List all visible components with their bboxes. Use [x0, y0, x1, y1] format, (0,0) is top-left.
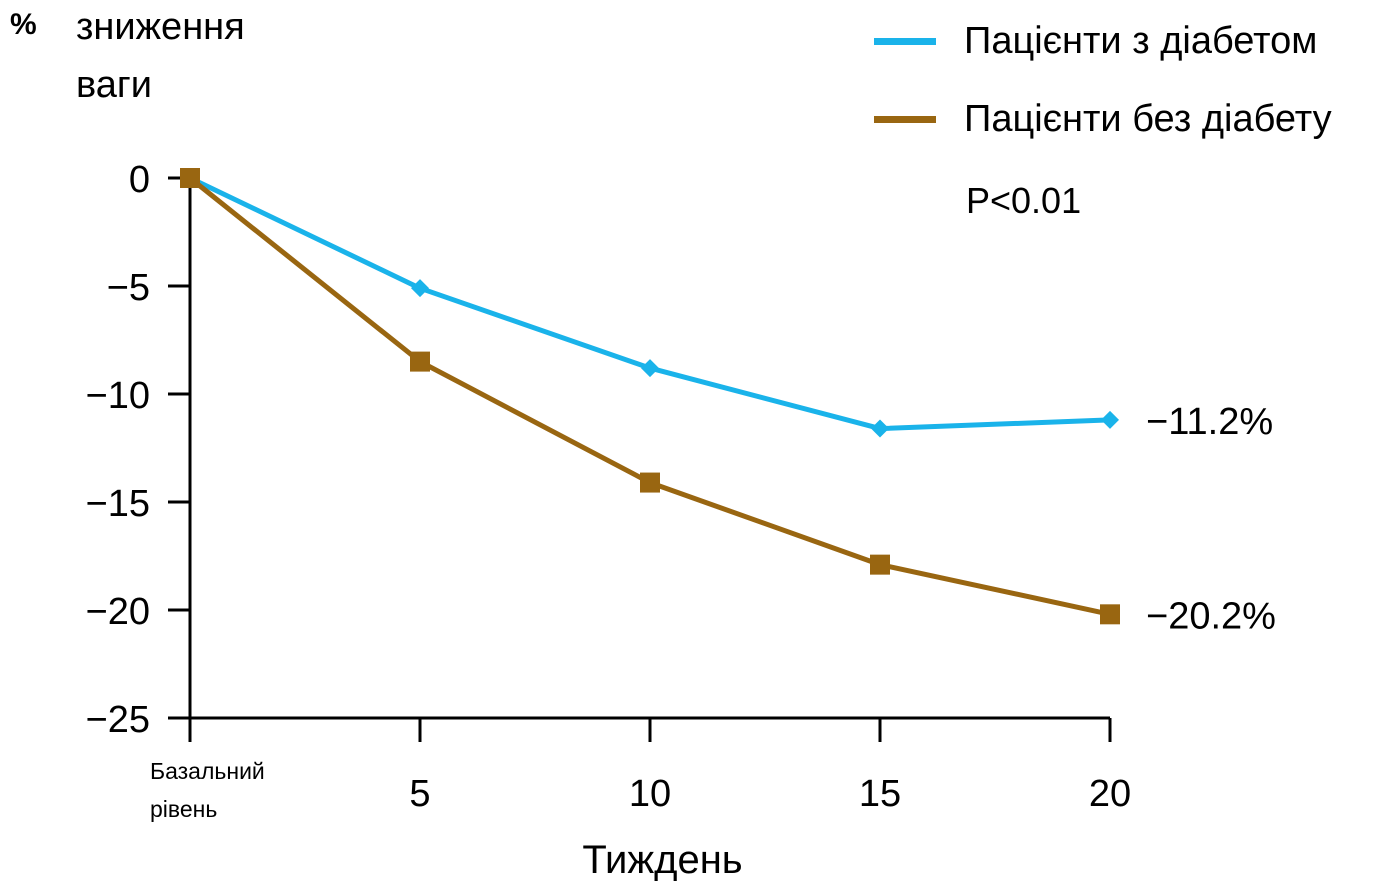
legend-swatch-diabetes [874, 38, 936, 45]
data-point-diamond [871, 419, 889, 438]
p-value-annotation: P<0.01 [966, 180, 1082, 221]
x-tick-label: 10 [629, 773, 671, 815]
data-point-square [410, 351, 430, 372]
y-axis-label-line1: зниження [76, 6, 245, 48]
data-point-square [640, 472, 660, 493]
data-point-square [180, 168, 200, 188]
end-value-label: −20.2% [1146, 595, 1276, 637]
x-tick-label: 20 [1089, 773, 1131, 815]
legend-item-diabetes: Пацієнти з діабетом [874, 20, 1317, 63]
legend-swatch-no-diabetes [874, 116, 936, 123]
legend-item-no-diabetes: Пацієнти без діабету [874, 98, 1332, 141]
x-tick-label-baseline-line1: Базальний [150, 758, 265, 784]
x-axis-title: Тиждень [582, 838, 743, 882]
data-point-square [870, 554, 890, 575]
y-axis-percent-symbol: % [10, 8, 37, 41]
end-value-label: −11.2% [1146, 401, 1273, 443]
x-tick-label: 15 [859, 773, 901, 815]
y-axis-label-line2: ваги [76, 64, 152, 106]
x-tick-label: 5 [409, 773, 430, 815]
data-point-square [1100, 604, 1120, 625]
data-point-diamond [1101, 410, 1119, 429]
y-tick-label: −25 [86, 699, 150, 741]
y-tick-label: −5 [107, 267, 150, 309]
y-tick-label: −15 [86, 483, 150, 525]
y-tick-label: −10 [86, 375, 150, 417]
data-point-diamond [411, 279, 429, 298]
x-tick-label-baseline-line2: рівень [150, 796, 218, 822]
y-tick-label: −20 [86, 591, 150, 633]
data-point-diamond [641, 359, 659, 378]
legend-label-no-diabetes: Пацієнти без діабету [964, 98, 1332, 140]
y-tick-label: 0 [129, 159, 150, 201]
legend-label-diabetes: Пацієнти з діабетом [964, 20, 1318, 62]
